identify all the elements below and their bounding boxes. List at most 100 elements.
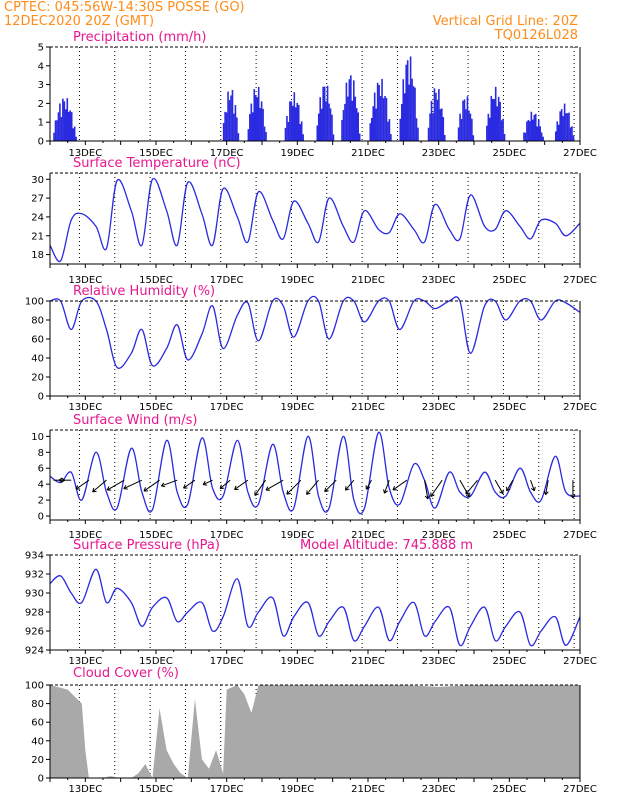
precip-bar	[466, 96, 469, 141]
date-label: 17DEC	[210, 784, 244, 795]
y-tick-label: 0	[38, 392, 44, 403]
precip-bar	[287, 122, 290, 141]
precip-bar	[259, 108, 261, 141]
precip-bar	[53, 132, 55, 141]
date-label: 13DEC	[68, 402, 102, 413]
panel-4: 924 926 928 930 932 934 13DEC 15DEC 17DEC 19DEC 21…	[25, 538, 597, 667]
y-tick-label: 0	[38, 137, 44, 148]
precip-bar	[57, 112, 60, 141]
y-tick-label: 80	[31, 699, 44, 710]
wind-arrow	[306, 479, 319, 495]
precip-bar	[75, 136, 77, 141]
precip-bar	[329, 108, 332, 141]
precip-bar	[409, 56, 412, 141]
precip-bar	[358, 133, 361, 141]
wind-arrow	[183, 479, 196, 489]
y-tick-label: 2	[38, 496, 44, 507]
wind-arrow	[383, 480, 390, 494]
date-label: 27DEC	[563, 148, 597, 159]
precip-bar	[378, 85, 380, 141]
y-tick-label: 934	[25, 551, 44, 562]
precip-bar	[442, 117, 445, 141]
date-label: 17DEC	[210, 402, 244, 413]
date-label: 17DEC	[210, 530, 244, 541]
precip-bar	[469, 113, 472, 141]
date-label: 15DEC	[139, 656, 173, 667]
wind-arrow-head	[384, 490, 388, 494]
precip-bar	[443, 134, 446, 141]
precip-bar	[63, 101, 66, 141]
precip-bar	[468, 110, 470, 141]
precip-bar	[325, 101, 327, 141]
date-label: 15DEC	[139, 784, 173, 795]
precip-bar	[530, 111, 533, 141]
date-label: 13DEC	[68, 656, 102, 667]
date-label: 21DEC	[351, 402, 385, 413]
precip-bar	[292, 105, 294, 141]
date-label: 21DEC	[351, 275, 385, 286]
precip-bar	[542, 136, 544, 141]
precip-bar	[536, 126, 539, 141]
precip-bar	[289, 101, 291, 141]
wind-arrow	[234, 479, 249, 490]
precip-bar	[568, 112, 570, 141]
wind-arrow-head	[58, 477, 63, 481]
wind-arrow-head	[533, 486, 536, 491]
precip-bar	[357, 112, 359, 141]
precip-bar	[376, 82, 379, 141]
wind-arrow-head	[306, 492, 311, 495]
header-model: TQ0126L028	[494, 28, 578, 43]
precip-bar	[465, 109, 467, 141]
precip-bar	[500, 120, 503, 141]
wind-arrow-head	[345, 488, 350, 491]
precip-bar	[486, 125, 488, 141]
precip-bar	[72, 128, 74, 141]
series-line	[49, 568, 581, 647]
precip-bar	[62, 98, 64, 141]
wind-arrow	[324, 479, 337, 493]
precip-bar	[533, 114, 536, 141]
wind-arrow	[459, 479, 471, 498]
date-label: 15DEC	[139, 148, 173, 159]
y-tick-label: 1	[38, 118, 44, 129]
wind-arrow-head	[220, 487, 225, 490]
precip-bar	[559, 111, 561, 141]
precip-bar	[296, 102, 299, 141]
precip-bar	[233, 113, 235, 141]
precip-bar	[299, 124, 301, 141]
precip-bar	[388, 119, 391, 141]
date-label: 27DEC	[563, 402, 597, 413]
wind-arrow-head	[324, 487, 327, 492]
wind-arrow-head	[424, 495, 429, 500]
date-label: 15DEC	[139, 530, 173, 541]
precip-bar	[400, 104, 403, 141]
precip-bar	[399, 118, 402, 141]
wind-arrow-head	[392, 485, 396, 491]
precip-bar	[256, 97, 259, 141]
precip-bar	[67, 111, 70, 141]
date-label: 25DEC	[492, 402, 526, 413]
precip-bar	[249, 114, 251, 141]
y-tick-label: 0	[38, 774, 44, 785]
date-label: 21DEC	[351, 784, 385, 795]
precip-bar	[332, 134, 335, 141]
precip-bar	[345, 82, 348, 141]
precip-bar	[317, 113, 320, 141]
precip-bar	[427, 127, 430, 141]
y-tick-label: 100	[25, 681, 44, 692]
precip-bar	[494, 86, 497, 141]
precip-bar	[379, 96, 382, 141]
y-tick-label: 4	[38, 61, 44, 72]
precip-bar	[355, 108, 358, 141]
wind-arrow	[123, 479, 143, 490]
wind-arrow-head	[92, 490, 97, 493]
precip-bar	[236, 117, 238, 141]
y-tick-label: 60	[31, 335, 44, 346]
precip-bar	[435, 92, 437, 141]
precip-bar	[350, 75, 352, 141]
header-datetime: 12DEC2020 20Z (GMT)	[4, 14, 154, 29]
date-label: 15DEC	[139, 275, 173, 286]
precip-bar	[385, 97, 388, 141]
date-label: 21DEC	[351, 656, 385, 667]
wind-arrow	[494, 479, 504, 494]
